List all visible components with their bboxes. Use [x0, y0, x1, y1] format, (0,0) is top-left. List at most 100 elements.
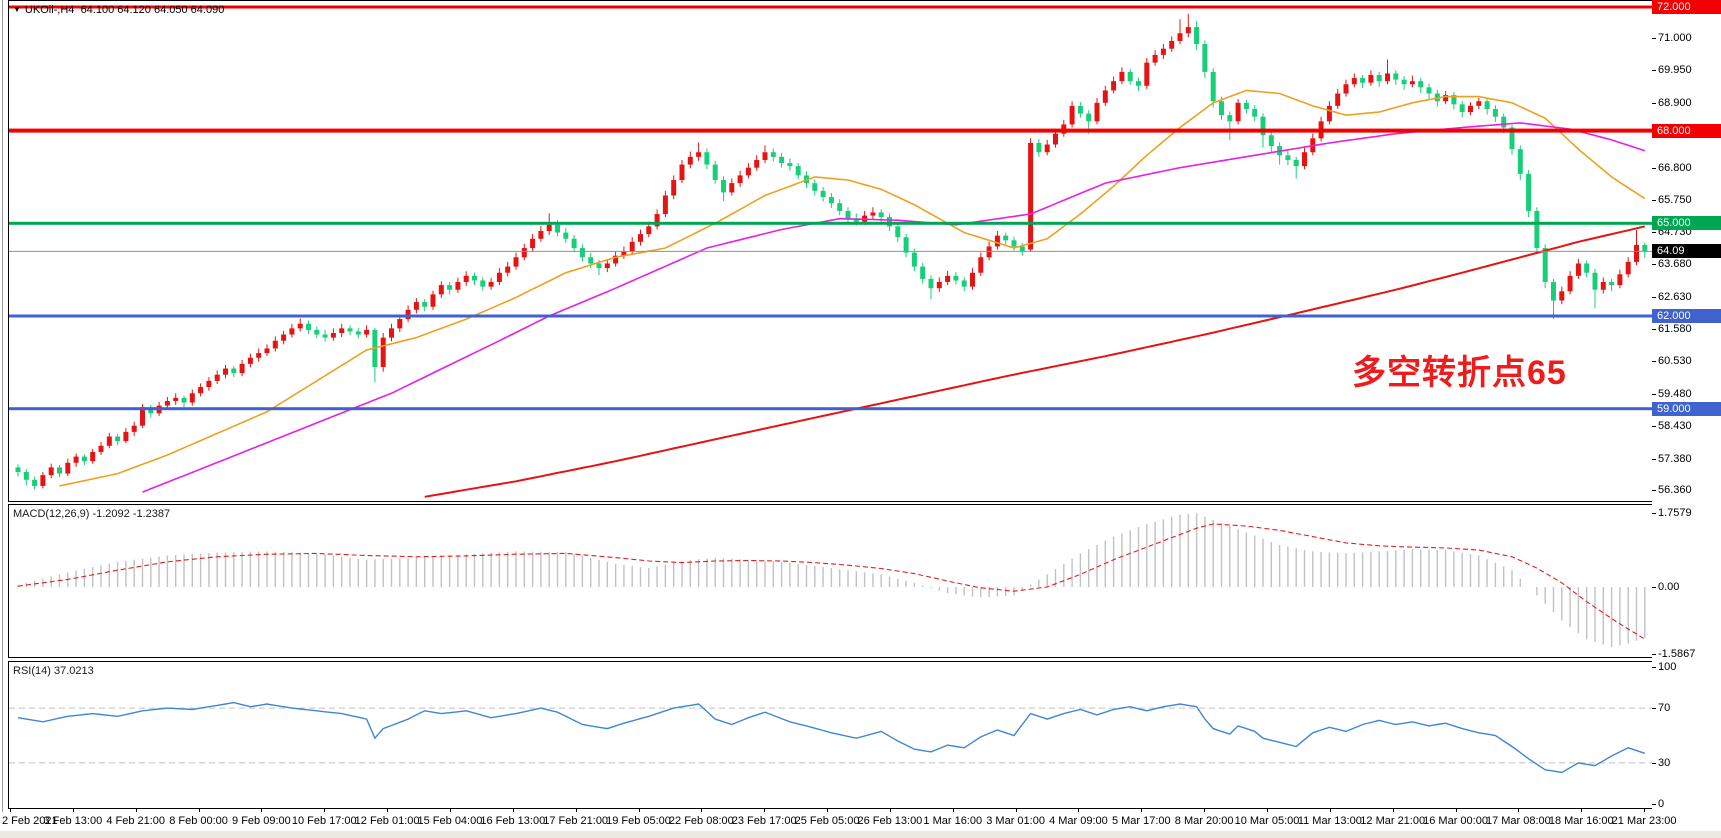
- axis-tick: [1652, 513, 1656, 515]
- time-axis-label: 25 Feb 05:00: [794, 815, 860, 827]
- axis-tick: [1652, 328, 1656, 330]
- price-axis-label: 56.360: [1658, 484, 1692, 497]
- rsi-axis-label: 100: [1658, 661, 1677, 673]
- price-level-badge: 72.000: [1652, 0, 1721, 14]
- axis-tick: [1652, 37, 1656, 39]
- time-tick: [1329, 808, 1331, 812]
- price-axis-label: 66.800: [1658, 161, 1692, 174]
- axis-tick: [1652, 653, 1656, 655]
- time-axis-label: 16 Mar 00:00: [1423, 815, 1488, 827]
- price-axis-label: 69.950: [1658, 64, 1692, 77]
- price-level-badge: 68.000: [1652, 123, 1721, 138]
- symbol-ohlc-values: 64.100 64.120 64.050 64.090: [80, 4, 225, 16]
- time-axis-label: 16 Feb 13:00: [480, 815, 546, 827]
- price-level-badge: 64.09: [1652, 244, 1721, 259]
- rsi-label: RSI(14) 37.0213: [13, 665, 94, 677]
- price-axis-label: 68.900: [1658, 96, 1692, 109]
- time-tick: [72, 808, 74, 812]
- annotation-text: 多空转折点65: [1352, 354, 1567, 392]
- time-axis-label: 17 Feb 21:00: [543, 815, 609, 827]
- time-tick: [575, 808, 577, 812]
- axis-tick: [1652, 200, 1656, 202]
- time-tick: [1455, 808, 1457, 812]
- time-axis-label: 11 Mar 13:00: [1297, 815, 1362, 827]
- axis-tick: [1652, 167, 1656, 169]
- price-axis-label: 60.530: [1658, 355, 1692, 368]
- time-tick: [952, 808, 954, 812]
- time-tick: [512, 808, 514, 812]
- axis-tick: [1652, 490, 1656, 492]
- window-frame-line: [2, 0, 3, 831]
- time-tick: [135, 808, 137, 812]
- time-axis-label: 10 Mar 05:00: [1234, 815, 1300, 827]
- collapse-arrow-icon[interactable]: ▼: [13, 5, 21, 14]
- price-level-badge: 62.000: [1652, 309, 1721, 323]
- time-axis-label: 23 Feb 17:00: [731, 815, 797, 827]
- axis-tick: [1652, 458, 1656, 460]
- time-tick: [1518, 808, 1520, 812]
- macd-pane[interactable]: MACD(12,26,9) -1.2092 -1.2387: [8, 504, 1653, 658]
- time-axis-label: 15 Feb 04:00: [417, 815, 483, 827]
- axis-tick: [1652, 264, 1656, 266]
- macd-axis-label: -1.5867: [1658, 647, 1696, 660]
- axis-tick: [1652, 70, 1656, 72]
- time-tick: [198, 808, 200, 812]
- price-axis-label: 61.580: [1658, 322, 1692, 335]
- time-axis-label: 8 Feb 00:00: [169, 815, 228, 827]
- price-axis-label: 65.750: [1658, 194, 1692, 207]
- time-axis-label: 3 Mar 01:00: [986, 815, 1045, 827]
- main-chart-pane[interactable]: ▼ UKOil-,H4 64.100 64.120 64.050 64.090 多…: [8, 0, 1653, 502]
- time-tick: [1204, 808, 1206, 812]
- macd-axis-label: 1.7579: [1658, 507, 1692, 520]
- axis-tick: [1652, 231, 1656, 233]
- time-tick: [827, 808, 829, 812]
- time-axis-label: 22 Feb 08:00: [668, 815, 734, 827]
- time-axis-label: 21 Mar 23:00: [1611, 815, 1677, 827]
- time-tick: [10, 808, 11, 812]
- macd-axis-label: 0.00: [1658, 581, 1680, 593]
- time-tick: [701, 808, 703, 812]
- price-level-badge: 65.000: [1652, 216, 1721, 231]
- time-axis-label: 9 Feb 09:00: [232, 815, 291, 827]
- time-axis-label: 1 Mar 16:00: [923, 815, 983, 827]
- time-axis[interactable]: 2 Feb 2021 3 Feb 13:00 4 Feb 21:00 8 Feb 00…: [0, 808, 1721, 831]
- price-axis[interactable]: 71.00069.95068.90067.85066.80065.75064.7…: [1652, 0, 1721, 831]
- price-axis-label: 63.680: [1658, 258, 1692, 271]
- time-axis-label: 8 Mar 20:00: [1174, 815, 1234, 827]
- time-tick: [449, 808, 451, 812]
- time-tick: [324, 808, 326, 812]
- axis-tick: [1652, 426, 1656, 428]
- time-tick: [1581, 808, 1583, 812]
- time-tick: [1644, 808, 1646, 812]
- axis-tick: [1652, 393, 1656, 395]
- rsi-pane[interactable]: RSI(14) 37.0213: [8, 661, 1653, 809]
- axis-tick: [1652, 708, 1656, 710]
- price-level-badge: 59.000: [1652, 401, 1721, 416]
- time-tick: [1392, 808, 1394, 812]
- price-axis-label: 58.430: [1658, 420, 1692, 433]
- time-axis-label: 18 Mar 16:00: [1548, 815, 1614, 827]
- axis-tick: [1652, 667, 1656, 668]
- time-axis-label: 26 Feb 13:00: [857, 815, 923, 827]
- time-tick: [1078, 808, 1080, 812]
- time-tick: [1141, 808, 1143, 812]
- time-tick: [638, 808, 640, 812]
- time-tick: [261, 808, 263, 812]
- time-tick: [764, 808, 766, 812]
- price-axis-label: 59.480: [1658, 387, 1692, 400]
- bottom-strip: [0, 831, 1721, 838]
- time-axis-label: 5 Mar 17:00: [1111, 815, 1171, 827]
- time-axis-label: 12 Mar 21:00: [1360, 815, 1426, 827]
- axis-tick: [1652, 361, 1656, 363]
- rsi-axis-label: 70: [1658, 702, 1671, 715]
- time-axis-label: 10 Feb 17:00: [291, 815, 357, 827]
- time-axis-label: 2 Feb 2021: [2, 815, 58, 827]
- rsi-axis-label: 30: [1658, 756, 1671, 769]
- time-axis-label: 3 Feb 13:00: [43, 815, 103, 827]
- axis-tick: [1652, 762, 1656, 764]
- macd-label: MACD(12,26,9) -1.2092 -1.2387: [13, 508, 171, 520]
- axis-tick: [1652, 296, 1656, 298]
- time-axis-label: 17 Mar 08:00: [1485, 815, 1551, 827]
- time-axis-label: 19 Feb 05:00: [606, 815, 671, 827]
